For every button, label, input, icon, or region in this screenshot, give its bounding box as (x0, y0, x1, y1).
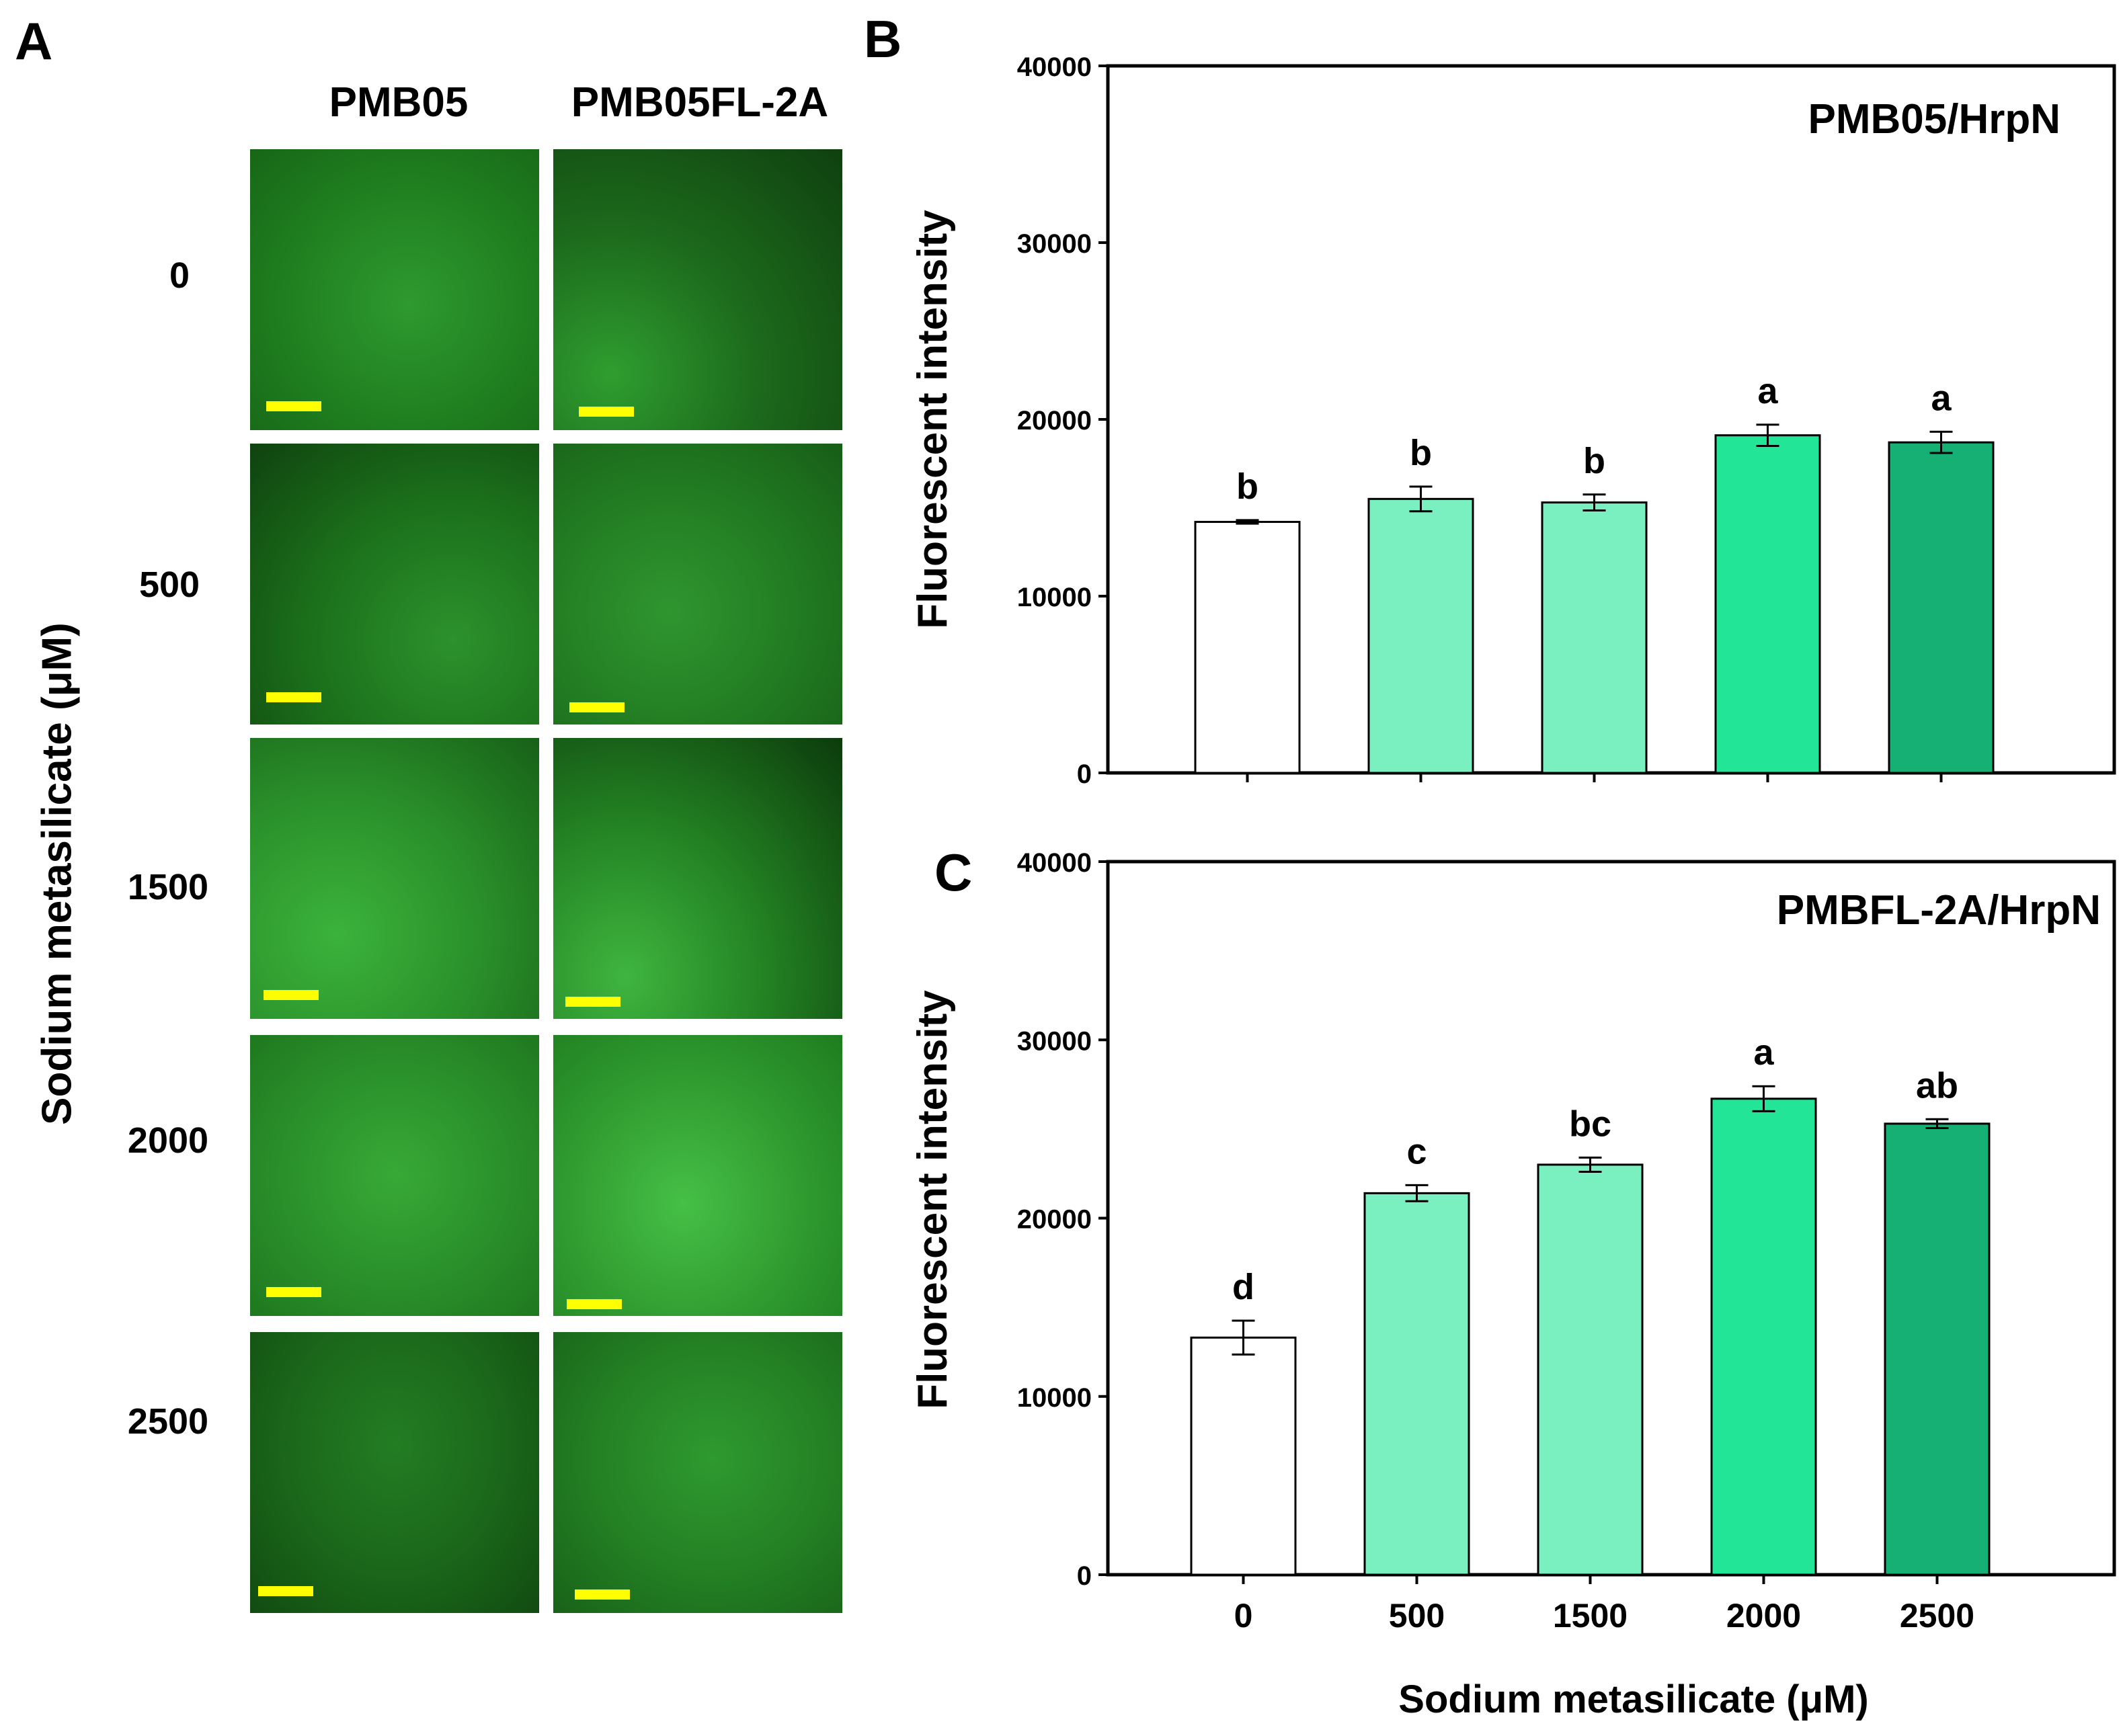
row-label-500: 500 (138, 565, 200, 605)
micrograph-pmb05fl-2a-500 (553, 444, 842, 725)
chart-b-significance-2500: a (1931, 378, 1952, 418)
chart-b-bar-1500 (1541, 501, 1648, 774)
scale-bar (579, 407, 634, 417)
chart-c-significance-2000: a (1753, 1032, 1774, 1073)
panel-a-letter: A (15, 11, 53, 71)
chart-b-ytick-label: 40000 (1017, 52, 1092, 82)
chart-b-ytick-label: 20000 (1017, 406, 1092, 436)
chart-b-bar-2000 (1714, 434, 1821, 774)
chart-c-bar-0 (1190, 1336, 1297, 1576)
chart-c-xtick-label-1500: 1500 (1553, 1597, 1628, 1635)
scale-bar (575, 1589, 630, 1600)
chart-b-bar-0 (1194, 521, 1301, 774)
row-label-0: 0 (169, 255, 190, 296)
chart-b-y-axis-label: Fluorescent intensity (910, 210, 956, 629)
micrograph-pmb05fl-2a-2500 (553, 1332, 842, 1613)
chart-b-bar-2500 (1888, 441, 1995, 774)
chart-c-bar-500 (1363, 1192, 1470, 1576)
chart-c-bar-2000 (1710, 1098, 1817, 1576)
chart-c-bar-1500 (1537, 1163, 1644, 1576)
chart-b-bar-500 (1367, 497, 1474, 774)
chart-b-significance-500: b (1410, 433, 1432, 473)
chart-c-significance-1500: bc (1569, 1104, 1611, 1144)
scale-bar (565, 997, 620, 1007)
micrograph-pmb05-500 (250, 444, 539, 725)
chart-b-panel-letter: B (864, 9, 901, 69)
chart-c-xtick-label-2500: 2500 (1900, 1597, 1974, 1635)
micrograph-pmb05-1500 (250, 738, 539, 1019)
chart-c-significance-0: d (1232, 1267, 1254, 1307)
chart-c-xtick-label-500: 500 (1389, 1597, 1445, 1635)
scale-bar (258, 1586, 313, 1596)
chart-c-xtick-label-0: 0 (1234, 1597, 1253, 1635)
chart-c-ytick-label: 0 (1077, 1561, 1092, 1591)
chart-b-significance-2000: a (1757, 371, 1778, 411)
chart-b-ytick-label: 30000 (1017, 229, 1092, 259)
row-label-1500: 1500 (127, 867, 209, 907)
chart-c-panel-letter: C (934, 843, 972, 902)
chart-b-significance-0: b (1236, 466, 1258, 507)
chart-b-ytick-label: 0 (1077, 759, 1092, 789)
chart-c-title: PMBFL-2A/HrpN (1777, 887, 2101, 934)
chart-b-ytick-label: 10000 (1017, 583, 1092, 612)
micrograph-pmb05-2000 (250, 1035, 539, 1316)
scale-bar (266, 1287, 321, 1297)
chart-c-ytick-label: 30000 (1017, 1026, 1092, 1056)
chart-c-y-axis-label: Fluorescent intensity (910, 990, 956, 1409)
chart-b-significance-1500: b (1583, 441, 1605, 481)
chart-c-x-axis-label: Sodium metasilicate (μM) (1398, 1678, 1868, 1721)
micrograph-pmb05fl-2a-1500 (553, 738, 842, 1019)
micrograph-pmb05fl-2a-2000 (553, 1035, 842, 1316)
chart-c-bar-2500 (1884, 1122, 1991, 1576)
scale-bar (266, 401, 321, 411)
scale-bar (567, 1299, 622, 1309)
scale-bar (264, 990, 319, 1000)
chart-c-ytick-label: 20000 (1017, 1205, 1092, 1235)
column-label-pmb05fl-2a: PMB05FL-2A (571, 79, 829, 126)
chart-c-significance-500: c (1406, 1131, 1427, 1171)
chart-c-xtick-label-2000: 2000 (1726, 1597, 1801, 1635)
chart-c-ytick-label: 10000 (1017, 1383, 1092, 1413)
micrograph-pmb05-0 (250, 149, 539, 430)
column-label-pmb05: PMB05 (329, 79, 469, 126)
row-label-2000: 2000 (127, 1120, 209, 1161)
scale-bar (569, 702, 625, 712)
chart-c-significance-2500: ab (1916, 1065, 1958, 1106)
chart-c-ytick-label: 40000 (1017, 848, 1092, 878)
scale-bar (266, 692, 321, 702)
micrograph-pmb05-2500 (250, 1332, 539, 1613)
micrograph-pmb05fl-2a-0 (553, 149, 842, 430)
chart-b-title: PMB05/HrpN (1808, 96, 2060, 142)
row-label-2500: 2500 (127, 1401, 209, 1442)
